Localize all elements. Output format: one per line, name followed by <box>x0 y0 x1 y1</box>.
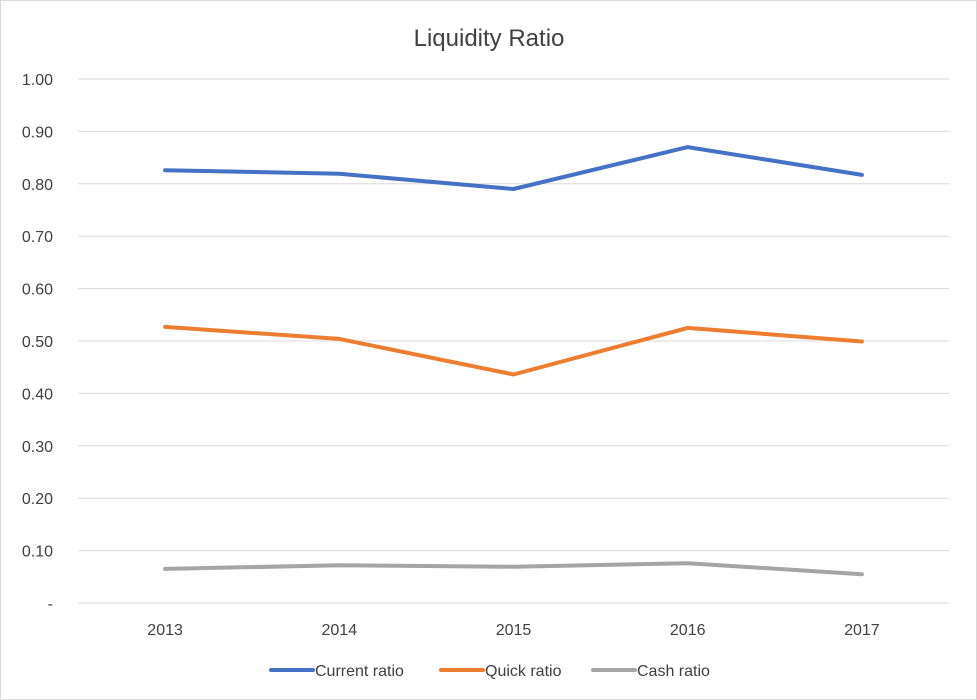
series-line-cash-ratio <box>163 561 864 577</box>
gridlines <box>78 78 949 604</box>
y-tick-label: 0.30 <box>22 439 53 456</box>
y-tick-label: 0.90 <box>22 124 53 141</box>
y-tick-label: 1.00 <box>22 72 53 89</box>
x-tick-label: 2017 <box>844 622 880 639</box>
y-tick-label: 0.20 <box>22 491 53 508</box>
x-tick-label: 2013 <box>147 622 183 639</box>
series-lines <box>163 145 864 577</box>
legend: Current ratio Quick ratio Cash ratio <box>269 663 710 680</box>
y-tick-label: 0.60 <box>22 282 53 299</box>
y-tick-label: 0.80 <box>22 177 53 194</box>
legend-label: Quick ratio <box>485 663 562 680</box>
y-tick-label: 0.10 <box>22 544 53 561</box>
x-tick-label: 2015 <box>496 622 532 639</box>
legend-label: Cash ratio <box>637 663 710 680</box>
chart-title: Liquidity Ratio <box>414 25 565 52</box>
series-line-current-ratio <box>163 145 864 191</box>
x-axis-ticks: 2013 2014 2015 2016 2017 <box>147 622 879 639</box>
legend-item: Quick ratio <box>439 663 562 680</box>
legend-item: Cash ratio <box>591 663 710 680</box>
x-tick-label: 2016 <box>670 622 706 639</box>
x-tick-label: 2014 <box>322 622 358 639</box>
series-line-quick-ratio <box>163 324 864 377</box>
y-tick-label: - <box>48 596 53 613</box>
y-tick-label: 0.50 <box>22 334 53 351</box>
y-tick-label: 0.40 <box>22 386 53 403</box>
y-axis-ticks: - 0.10 0.20 0.30 0.40 0.50 0.60 0.70 0.80 0.90 1.0… <box>22 72 53 613</box>
y-tick-label: 0.70 <box>22 229 53 246</box>
legend-item: Current ratio <box>269 663 404 680</box>
legend-label: Current ratio <box>315 663 404 680</box>
